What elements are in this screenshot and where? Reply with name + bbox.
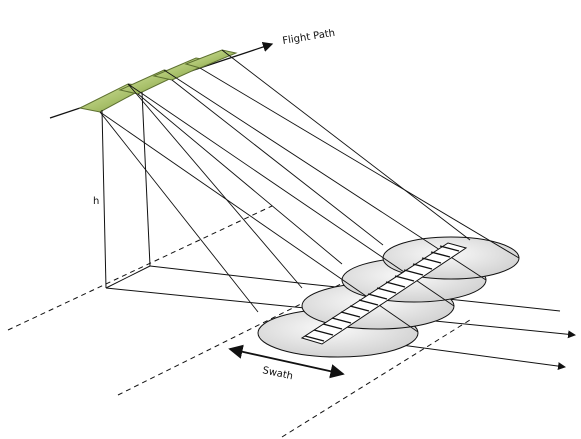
swath-arrow — [228, 344, 345, 379]
swath-strip — [300, 242, 468, 345]
beam-lines — [99, 49, 520, 333]
height-label: h — [93, 196, 99, 207]
sensor-panel-4 — [184, 49, 238, 69]
height-line-right — [141, 91, 151, 267]
height-line-left — [101, 109, 107, 289]
flight-path-label: Flight Path — [282, 28, 336, 47]
sensor-panels — [78, 49, 238, 113]
swath-label: Swath — [261, 365, 294, 382]
